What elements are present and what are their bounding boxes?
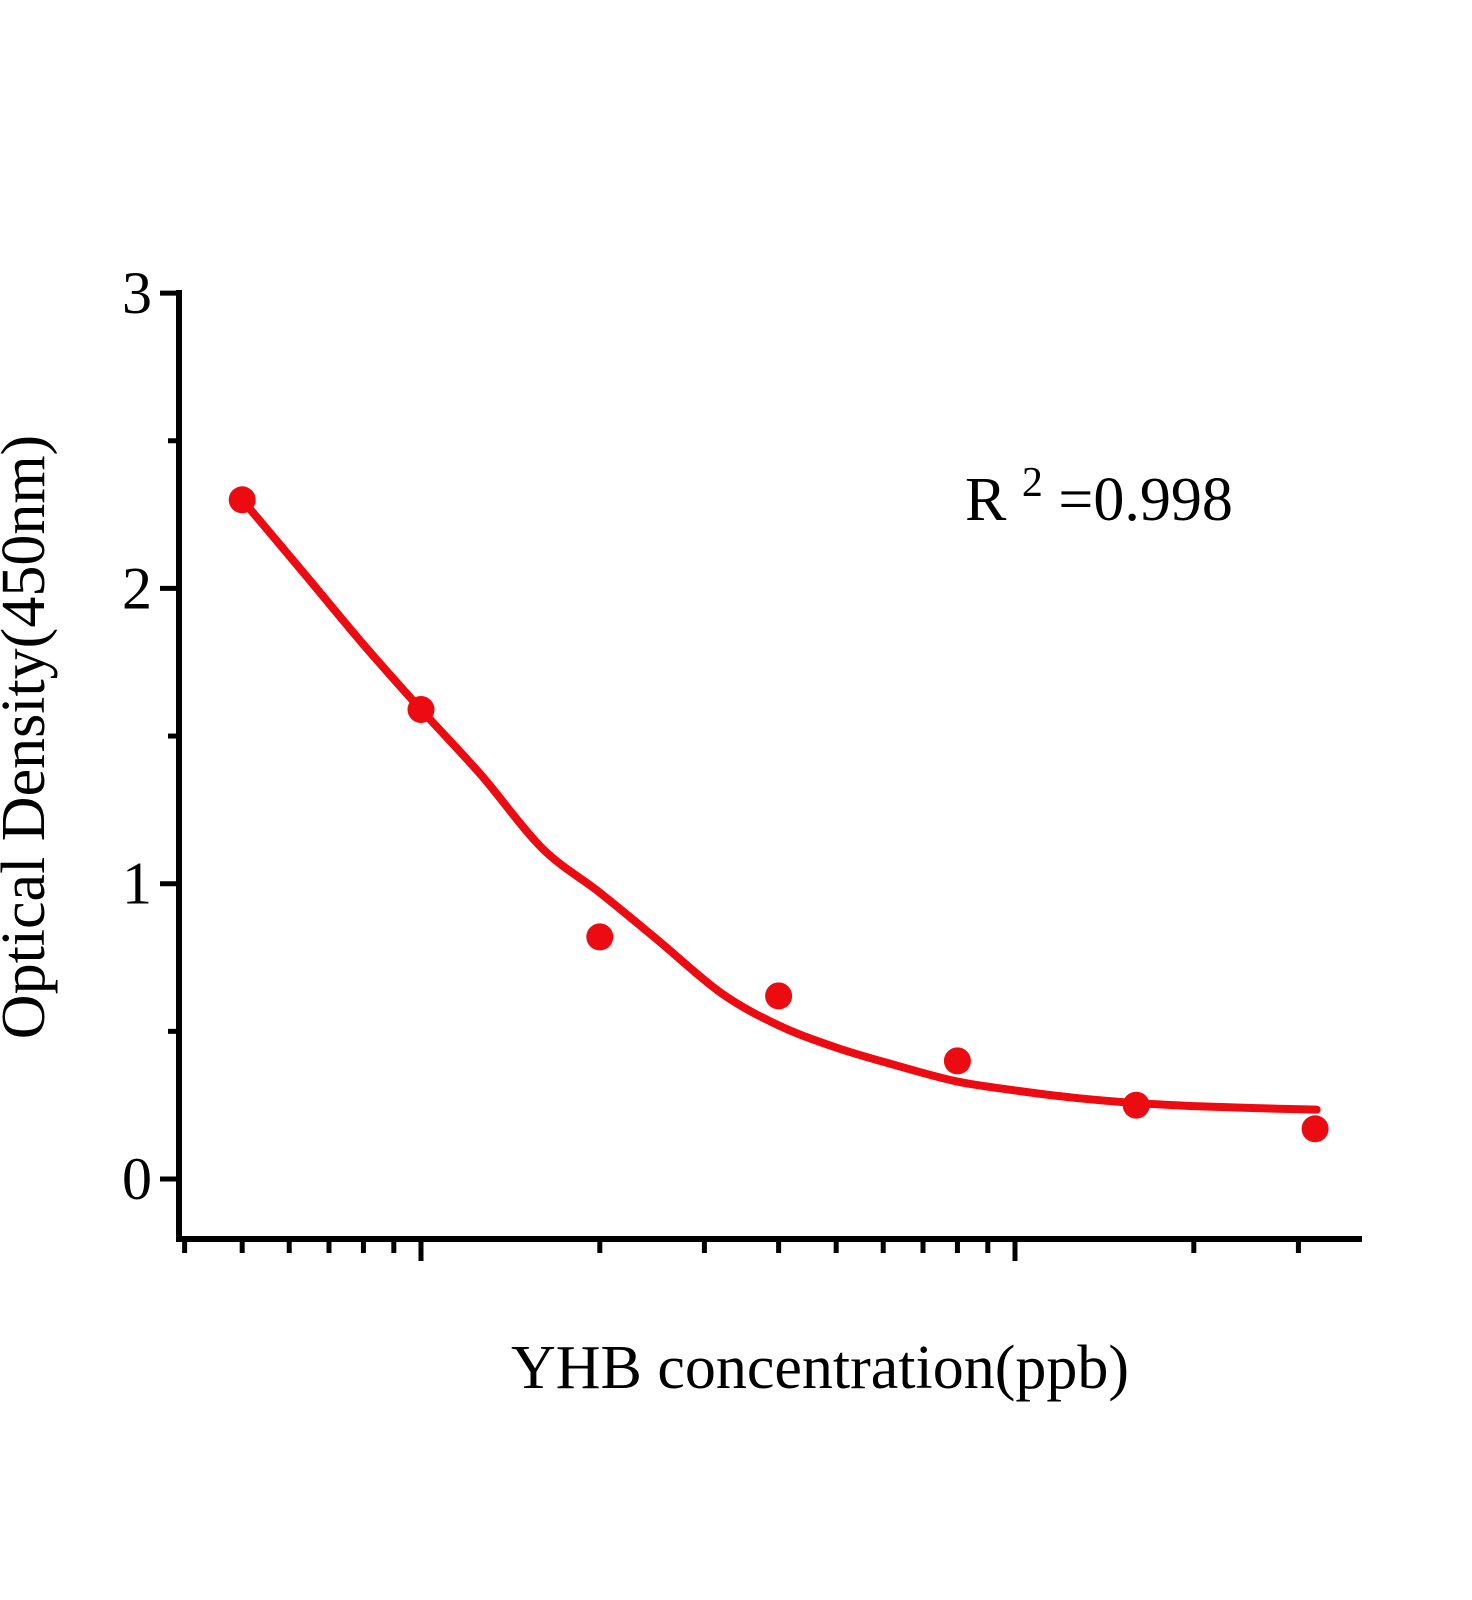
data-points (228, 486, 1329, 1143)
y-tick-label: 1 (122, 851, 152, 917)
r-squared-base: R (965, 466, 1007, 534)
y-tick-label: 0 (122, 1146, 152, 1212)
r-squared-value: =0.998 (1058, 466, 1232, 534)
data-point (943, 1047, 971, 1075)
data-point (228, 486, 256, 514)
y-axis (160, 290, 182, 1242)
y-axis-title: Optical Density(450nm) (0, 435, 58, 1039)
fit-curve-line (238, 495, 1321, 1114)
r-squared-exponent: 2 (1022, 460, 1043, 506)
data-point (586, 923, 614, 951)
data-point (1122, 1091, 1150, 1119)
data-point (407, 696, 435, 723)
x-axis (176, 1236, 1362, 1261)
x-axis-title: YHB concentration(ppb) (511, 1334, 1129, 1402)
y-tick-label: 2 (122, 555, 152, 621)
data-point (765, 982, 793, 1010)
y-tick-labels: 3 2 1 0 (122, 260, 152, 1212)
y-tick-label: 3 (122, 260, 152, 326)
r-squared-annotation: R 2 =0.998 (965, 442, 1233, 534)
data-point (1301, 1115, 1329, 1143)
